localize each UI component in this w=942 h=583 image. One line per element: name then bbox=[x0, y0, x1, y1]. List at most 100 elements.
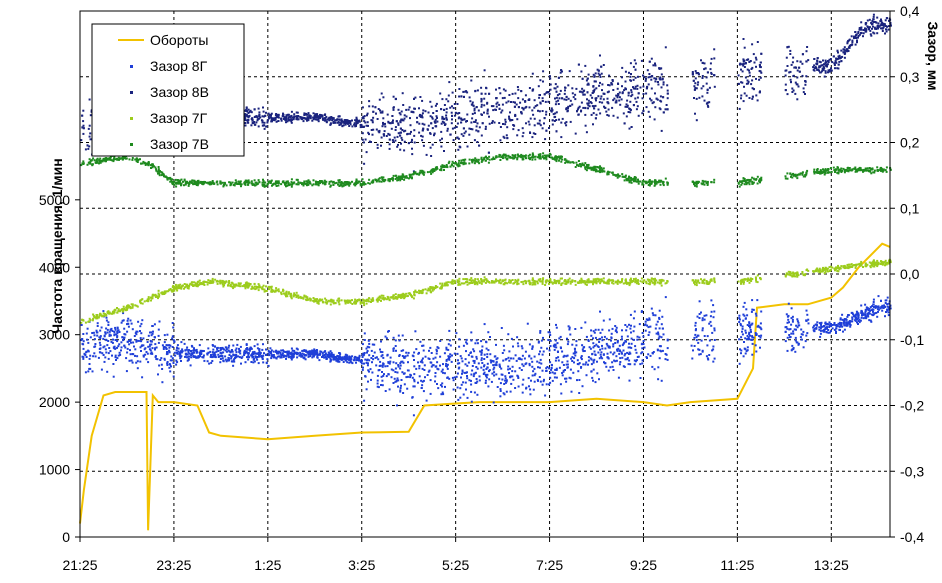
data-point bbox=[176, 361, 179, 364]
data-point bbox=[845, 321, 848, 324]
data-point bbox=[485, 340, 487, 343]
data-point bbox=[361, 117, 364, 119]
data-point bbox=[630, 73, 632, 75]
data-point bbox=[612, 345, 615, 348]
data-point bbox=[500, 373, 503, 376]
data-point bbox=[441, 115, 444, 118]
data-point bbox=[244, 119, 246, 122]
data-point bbox=[213, 355, 216, 358]
data-point bbox=[486, 356, 489, 358]
data-point bbox=[593, 88, 596, 91]
data-point bbox=[883, 305, 886, 308]
data-point bbox=[657, 337, 660, 340]
data-point bbox=[636, 96, 639, 99]
data-point bbox=[588, 346, 591, 349]
data-point bbox=[871, 22, 874, 25]
data-point bbox=[106, 328, 109, 331]
data-point bbox=[602, 319, 605, 322]
data-point bbox=[132, 341, 135, 344]
data-point bbox=[741, 70, 744, 73]
data-point bbox=[257, 362, 260, 365]
data-point bbox=[335, 359, 338, 362]
data-point bbox=[317, 118, 320, 121]
data-point bbox=[510, 357, 512, 360]
data-point bbox=[162, 348, 165, 350]
data-point bbox=[367, 131, 370, 134]
data-point bbox=[222, 360, 225, 363]
data-point bbox=[326, 355, 329, 358]
data-point bbox=[867, 315, 870, 318]
data-point bbox=[869, 309, 871, 312]
data-point bbox=[399, 120, 402, 123]
data-point bbox=[473, 112, 476, 115]
data-point bbox=[877, 27, 880, 30]
data-point bbox=[115, 359, 117, 361]
data-point bbox=[742, 313, 745, 316]
data-point bbox=[514, 92, 517, 95]
data-point bbox=[710, 73, 713, 75]
data-point bbox=[516, 336, 519, 339]
data-point bbox=[618, 99, 621, 102]
data-point bbox=[880, 27, 882, 30]
data-point bbox=[751, 95, 754, 98]
data-point bbox=[710, 324, 713, 327]
data-point bbox=[395, 349, 397, 352]
data-point bbox=[342, 124, 345, 127]
data-point bbox=[385, 135, 388, 137]
data-point bbox=[862, 32, 865, 35]
data-point bbox=[371, 361, 373, 364]
data-point bbox=[368, 370, 370, 373]
data-point bbox=[331, 355, 334, 358]
data-point bbox=[886, 25, 888, 28]
data-point bbox=[530, 357, 533, 360]
data-point bbox=[600, 355, 603, 358]
data-point bbox=[709, 315, 712, 318]
data-point bbox=[403, 140, 406, 143]
data-point bbox=[633, 325, 636, 328]
data-point bbox=[824, 326, 827, 329]
data-point bbox=[555, 326, 558, 329]
data-point bbox=[656, 348, 659, 351]
data-point bbox=[593, 358, 596, 361]
data-point bbox=[180, 341, 183, 344]
data-point bbox=[576, 110, 578, 113]
data-point bbox=[261, 356, 264, 359]
data-point bbox=[706, 335, 709, 338]
data-point bbox=[412, 111, 415, 114]
data-point bbox=[186, 359, 189, 362]
data-point bbox=[406, 132, 409, 135]
data-point bbox=[543, 122, 545, 125]
data-point bbox=[578, 105, 581, 108]
data-point bbox=[709, 320, 712, 323]
data-point bbox=[796, 318, 799, 321]
data-point bbox=[545, 129, 548, 132]
data-point bbox=[254, 355, 257, 358]
data-point bbox=[476, 367, 479, 370]
data-point bbox=[598, 84, 601, 87]
data-point bbox=[561, 350, 564, 353]
data-point bbox=[598, 341, 601, 343]
data-point bbox=[397, 123, 400, 126]
data-point bbox=[825, 61, 828, 64]
data-point bbox=[99, 347, 102, 350]
data-point bbox=[402, 392, 405, 394]
data-point bbox=[363, 120, 366, 123]
data-point bbox=[405, 108, 408, 111]
data-point bbox=[160, 363, 163, 366]
data-point bbox=[645, 87, 648, 90]
data-point bbox=[857, 31, 860, 33]
data-point bbox=[618, 96, 621, 99]
data-point bbox=[872, 25, 874, 28]
data-point bbox=[443, 124, 446, 126]
data-point bbox=[886, 308, 888, 311]
data-point bbox=[581, 87, 584, 90]
data-point bbox=[82, 120, 85, 123]
data-point bbox=[692, 349, 694, 352]
data-point bbox=[408, 106, 411, 109]
data-point bbox=[480, 86, 483, 89]
data-point bbox=[650, 87, 653, 90]
data-point bbox=[249, 109, 252, 112]
data-point bbox=[561, 117, 564, 120]
data-point bbox=[571, 360, 574, 362]
data-point bbox=[828, 324, 831, 327]
